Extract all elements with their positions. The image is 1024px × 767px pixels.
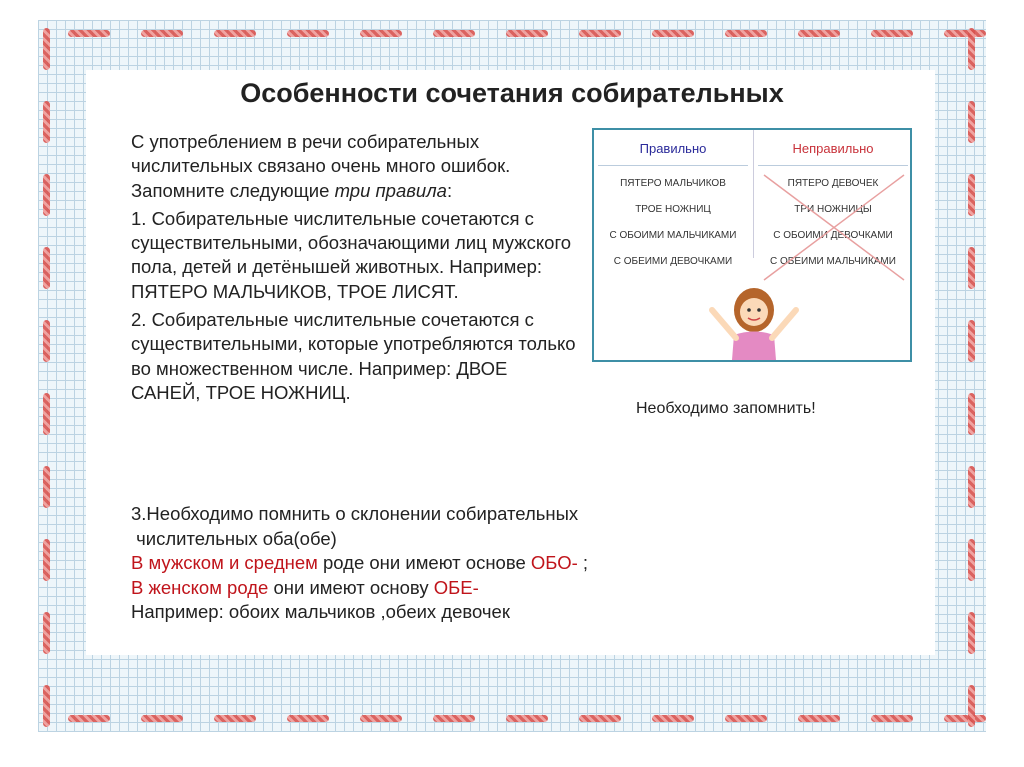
correct-wrong-table: Правильно ПЯТЕРО МАЛЬЧИКОВ ТРОЕ НОЖНИЦ С… bbox=[592, 128, 912, 362]
slide-title: Особенности сочетания собирательных bbox=[240, 78, 784, 108]
stitch-icon bbox=[43, 247, 50, 289]
rule-3-example: Например: обоих мальчиков ,обеих девочек bbox=[131, 601, 510, 622]
stitch-icon bbox=[287, 715, 329, 722]
rule-3-line-3: В мужском и среднем роде они имеют основ… bbox=[131, 551, 588, 576]
stitch-icon bbox=[141, 30, 183, 37]
girl-illustration-icon bbox=[709, 288, 799, 360]
stitch-icon bbox=[968, 247, 975, 289]
stitch-icon bbox=[43, 539, 50, 581]
rule-3-line-1: 3.Необходимо помнить о склонении собират… bbox=[131, 503, 579, 524]
remember-note: Необходимо запомнить! bbox=[636, 400, 816, 417]
stitch-icon bbox=[68, 30, 110, 37]
rule-1: 1. Собирательные числительные сочетаются… bbox=[131, 207, 572, 302]
stitch-icon bbox=[214, 30, 256, 37]
stitch-icon bbox=[652, 715, 694, 722]
stitch-icon bbox=[725, 30, 767, 37]
intro-paragraph: С употреблением в речи собирательных чис… bbox=[131, 131, 511, 201]
stitch-icon bbox=[43, 685, 50, 727]
stitch-icon bbox=[68, 715, 110, 722]
rules-text: С употреблением в речи собирательных чис… bbox=[131, 130, 581, 409]
stitch-icon bbox=[43, 28, 50, 70]
intro-emphasis: три правила bbox=[334, 179, 447, 201]
stitch-icon bbox=[506, 715, 548, 722]
stitch-icon bbox=[968, 320, 975, 362]
stitch-icon bbox=[652, 30, 694, 37]
stitch-icon bbox=[968, 612, 975, 654]
correct-column: Правильно ПЯТЕРО МАЛЬЧИКОВ ТРОЕ НОЖНИЦ С… bbox=[594, 130, 752, 282]
stitch-icon bbox=[579, 30, 621, 37]
stitch-icon bbox=[944, 30, 986, 37]
stitch-icon bbox=[798, 715, 840, 722]
stitch-icon bbox=[871, 30, 913, 37]
obo-stem: ОБО- bbox=[530, 552, 578, 573]
masc-neuter: В мужском и среднем bbox=[131, 552, 318, 573]
correct-header: Правильно bbox=[598, 130, 748, 166]
rule-3-line-2: числительных оба(обе) bbox=[131, 527, 337, 549]
correct-item: ПЯТЕРО МАЛЬЧИКОВ bbox=[620, 178, 726, 189]
wrong-column: Неправильно ПЯТЕРО ДЕВОЧЕК ТРИ НОЖНИЦЫ С… bbox=[754, 130, 912, 282]
correct-item: С ОБЕИМИ ДЕВОЧКАМИ bbox=[613, 256, 733, 267]
column-divider bbox=[753, 130, 754, 258]
stitch-icon bbox=[968, 28, 975, 70]
text: они имеют основу bbox=[268, 576, 434, 598]
rule-3: 3.Необходимо помнить о склонении собират… bbox=[131, 502, 588, 625]
stitch-icon bbox=[798, 30, 840, 37]
stitch-icon bbox=[43, 393, 50, 435]
stitch-icon bbox=[968, 685, 975, 727]
stitch-icon bbox=[43, 101, 50, 143]
feminine: В женском роде bbox=[131, 576, 269, 598]
stitch-icon bbox=[43, 174, 50, 216]
stitch-icon bbox=[433, 715, 475, 722]
stitch-icon bbox=[968, 174, 975, 216]
rule-2: 2. Собирательные числительные сочетаются… bbox=[131, 309, 576, 403]
correct-item: С ОБОИМИ МАЛЬЧИКАМИ bbox=[609, 230, 737, 241]
stitch-icon bbox=[968, 466, 975, 508]
text: ; bbox=[577, 552, 589, 573]
stitch-icon bbox=[214, 715, 256, 722]
stitch-icon bbox=[871, 715, 913, 722]
correct-item: ТРОЕ НОЖНИЦ bbox=[635, 204, 711, 215]
stitch-icon bbox=[968, 539, 975, 581]
text: роде они имеют основе bbox=[317, 552, 531, 573]
stitch-icon bbox=[360, 715, 402, 722]
stitch-icon bbox=[43, 612, 50, 654]
cross-out-icon bbox=[763, 174, 905, 281]
stitch-icon bbox=[141, 715, 183, 722]
stitch-icon bbox=[579, 715, 621, 722]
wrong-item: ТРИ НОЖНИЦЫ bbox=[794, 204, 872, 215]
wrong-item: С ОБЕИМИ МАЛЬЧИКАМИ bbox=[770, 256, 896, 267]
stitch-icon bbox=[43, 320, 50, 362]
obe-stem: ОБЕ- bbox=[433, 576, 479, 598]
wrong-header: Неправильно bbox=[758, 130, 908, 166]
stitch-icon bbox=[43, 466, 50, 508]
stitch-icon bbox=[287, 30, 329, 37]
stitch-icon bbox=[433, 30, 475, 37]
stitch-icon bbox=[968, 101, 975, 143]
stitch-icon bbox=[968, 393, 975, 435]
stitch-icon bbox=[725, 715, 767, 722]
rule-3-line-4: В женском роде они имеют основу ОБЕ- bbox=[131, 576, 588, 601]
wrong-item: С ОБОИМИ ДЕВОЧКАМИ bbox=[773, 230, 893, 241]
stitch-icon bbox=[944, 715, 986, 722]
intro-text: С употреблением в речи собирательных чис… bbox=[131, 131, 511, 201]
stitch-icon bbox=[506, 30, 548, 37]
stitch-icon bbox=[360, 30, 402, 37]
wrong-item: ПЯТЕРО ДЕВОЧЕК bbox=[787, 178, 879, 189]
